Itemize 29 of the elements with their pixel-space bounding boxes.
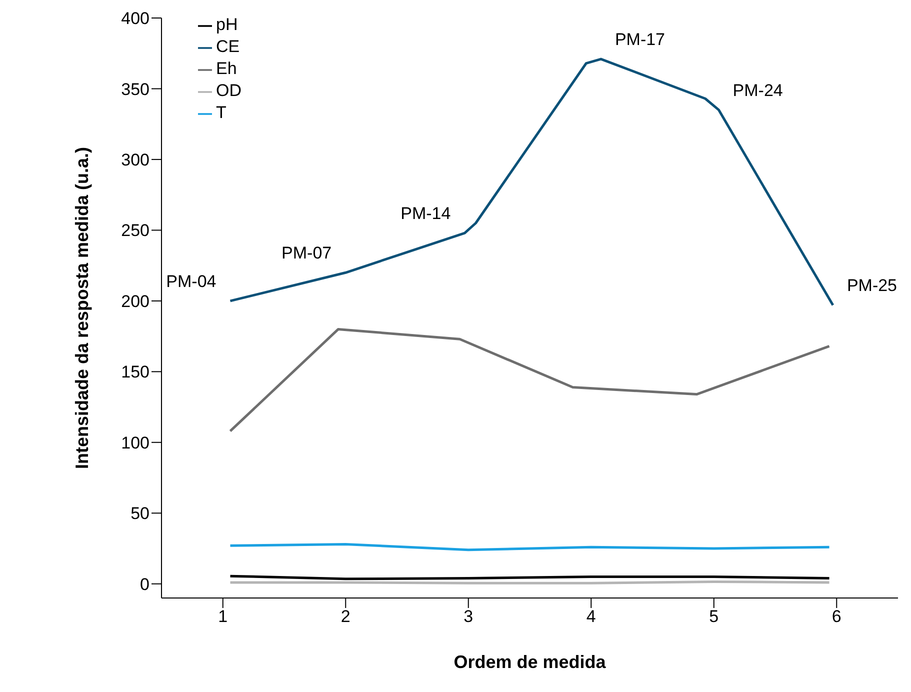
annotation: PM-14 xyxy=(400,204,451,224)
x-tick-label: 1 xyxy=(218,607,228,626)
y-tick-label: 150 xyxy=(121,362,150,382)
annotation: PM-25 xyxy=(846,276,898,296)
y-tick-label: 100 xyxy=(121,433,150,452)
x-tick-label: 2 xyxy=(340,607,350,626)
x-axis-title: Ordem de medida xyxy=(454,652,607,672)
legend-label: Eh xyxy=(216,59,237,78)
annotation: PM-24 xyxy=(732,80,783,100)
annotation: PM-04 xyxy=(166,272,216,291)
x-tick-label: 5 xyxy=(709,607,719,626)
y-tick-label: 400 xyxy=(121,9,150,28)
y-tick-label: 50 xyxy=(130,504,150,524)
legend-label: CE xyxy=(216,37,240,56)
y-tick-label: 200 xyxy=(121,292,150,311)
legend-label: OD xyxy=(216,81,242,100)
annotation: PM-17 xyxy=(614,30,666,50)
annotation: PM-07 xyxy=(282,244,332,263)
legend-label: T xyxy=(216,103,226,122)
legend-label: pH xyxy=(216,15,238,34)
y-tick-label: 300 xyxy=(121,150,150,170)
y-axis-title: Intensidade da resposta medida (u.a.) xyxy=(72,146,92,470)
y-tick-label: 350 xyxy=(121,80,150,99)
x-tick-label: 4 xyxy=(586,607,596,626)
line-series xyxy=(228,328,831,432)
y-tick-label: 0 xyxy=(140,574,150,594)
x-tick-label: 6 xyxy=(832,607,842,626)
x-tick-label: 3 xyxy=(464,607,474,626)
y-tick-label: 250 xyxy=(121,221,150,240)
